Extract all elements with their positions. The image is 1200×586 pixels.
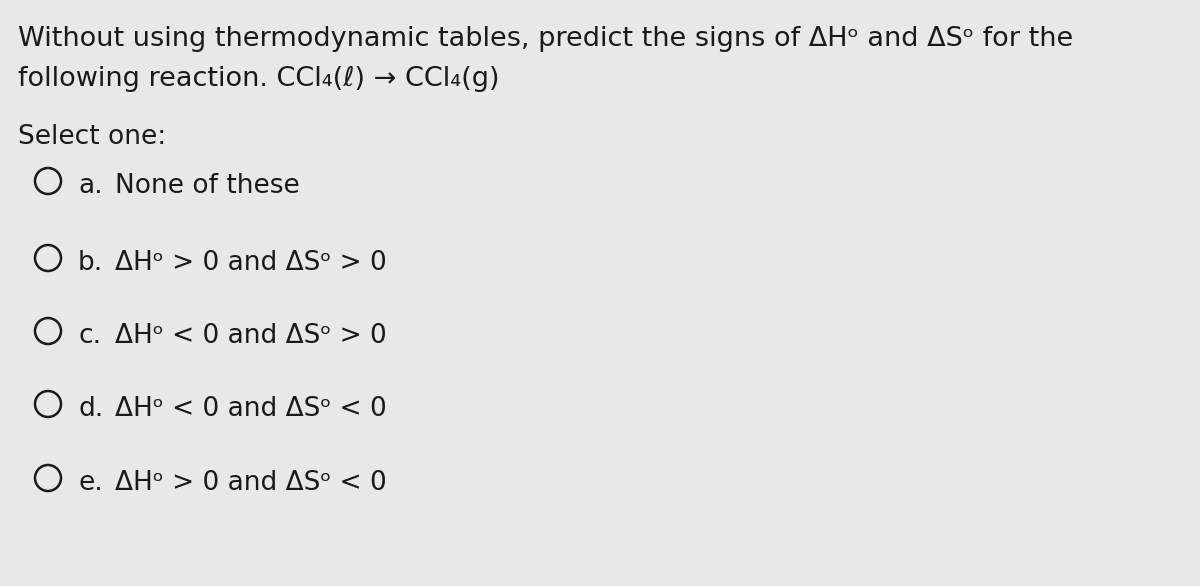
Text: Select one:: Select one:: [18, 124, 167, 150]
Text: b.: b.: [78, 250, 103, 276]
Text: ΔHᵒ > 0 and ΔSᵒ > 0: ΔHᵒ > 0 and ΔSᵒ > 0: [115, 250, 386, 276]
Text: None of these: None of these: [115, 173, 300, 199]
Text: ΔHᵒ < 0 and ΔSᵒ < 0: ΔHᵒ < 0 and ΔSᵒ < 0: [115, 396, 386, 422]
Text: a.: a.: [78, 173, 103, 199]
Text: Without using thermodynamic tables, predict the signs of ΔHᵒ and ΔSᵒ for the: Without using thermodynamic tables, pred…: [18, 26, 1073, 52]
Text: d.: d.: [78, 396, 103, 422]
Text: c.: c.: [78, 323, 101, 349]
Text: e.: e.: [78, 470, 103, 496]
Text: ΔHᵒ < 0 and ΔSᵒ > 0: ΔHᵒ < 0 and ΔSᵒ > 0: [115, 323, 386, 349]
Text: ΔHᵒ > 0 and ΔSᵒ < 0: ΔHᵒ > 0 and ΔSᵒ < 0: [115, 470, 386, 496]
Text: following reaction. CCl₄(ℓ) → CCl₄(g): following reaction. CCl₄(ℓ) → CCl₄(g): [18, 66, 499, 92]
